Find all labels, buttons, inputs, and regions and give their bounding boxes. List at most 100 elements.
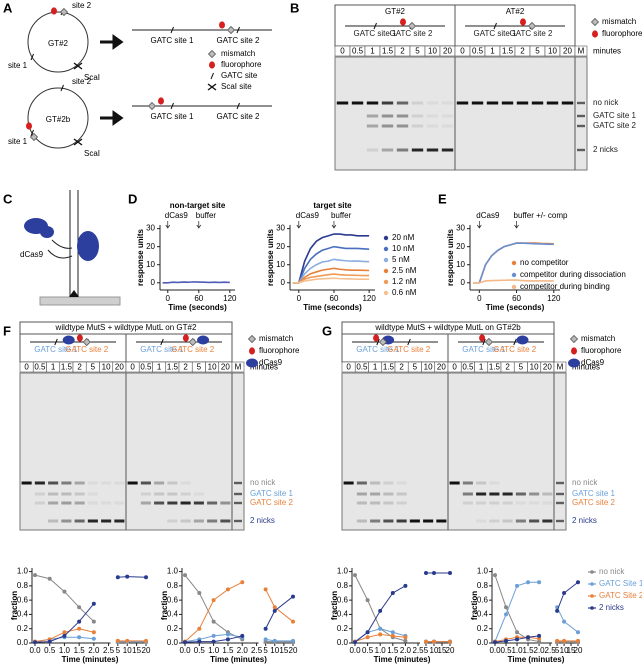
legend-label: 1.2 nM bbox=[392, 277, 417, 286]
gel-band bbox=[411, 148, 424, 152]
site-label: site 1 bbox=[8, 137, 28, 146]
legend-label: fluorophore bbox=[602, 29, 642, 38]
gel-band bbox=[426, 114, 439, 118]
data-point bbox=[125, 638, 130, 643]
legend-label: mismatch bbox=[581, 334, 615, 343]
gel-band bbox=[366, 148, 379, 152]
gel-band bbox=[502, 492, 513, 496]
gel-band bbox=[456, 101, 469, 105]
gel-band bbox=[396, 481, 407, 485]
data-point bbox=[562, 638, 567, 643]
legend-label: dCas9 bbox=[581, 358, 605, 367]
gel-band bbox=[370, 481, 381, 485]
legend-swatch bbox=[590, 606, 594, 610]
unit-label: minutes bbox=[572, 363, 600, 372]
band-label: 2 nicks bbox=[250, 516, 275, 525]
gel-band bbox=[87, 492, 98, 496]
gel-band bbox=[542, 519, 553, 523]
gel-band bbox=[441, 124, 454, 128]
series-line bbox=[292, 258, 370, 284]
gatc-label: GATC site 1 bbox=[474, 29, 518, 38]
legend-label: 5 nM bbox=[392, 255, 410, 264]
y-tick-label: 1.0 bbox=[167, 567, 179, 576]
plasmid-name: GT#2b bbox=[46, 115, 71, 124]
band-label: no nick bbox=[572, 478, 598, 487]
gel-band bbox=[61, 519, 72, 523]
x-tick-label: 1.0 bbox=[59, 646, 71, 655]
data-point bbox=[555, 638, 560, 643]
data-point bbox=[504, 638, 509, 643]
marker-band bbox=[234, 501, 242, 505]
data-point bbox=[526, 635, 531, 640]
x-tick-label: 60 bbox=[330, 294, 339, 303]
gel-band bbox=[396, 148, 409, 152]
y-tick-label: 0.8 bbox=[167, 581, 179, 590]
y-tick-label: 1.0 bbox=[337, 567, 349, 576]
gatc-label: GATC site 1 bbox=[462, 345, 506, 354]
annotation-arrow bbox=[165, 221, 171, 229]
gatc-label: GATC site 1 bbox=[34, 345, 78, 354]
site-label: site 2 bbox=[72, 1, 92, 10]
x-tick-label: 0.5 bbox=[194, 646, 206, 655]
marker-band bbox=[556, 492, 564, 496]
gel-band bbox=[74, 481, 85, 485]
fluorophore bbox=[520, 18, 526, 26]
gel-band bbox=[501, 101, 514, 105]
y-tick-label: 10 bbox=[146, 260, 155, 269]
gatc-label: GATC site 2 bbox=[65, 345, 109, 354]
x-tick-label: 2.0 bbox=[88, 646, 100, 655]
gel-band bbox=[381, 148, 394, 152]
lane-label: 1 bbox=[157, 363, 162, 372]
lane-label: 0.5 bbox=[352, 47, 364, 56]
gatc-tick bbox=[513, 338, 517, 346]
x-tick-label: 20 bbox=[574, 646, 583, 655]
panel-label: G bbox=[322, 323, 332, 338]
lane-label: 0 bbox=[24, 363, 29, 372]
arrow bbox=[100, 34, 124, 50]
dcas9 bbox=[197, 335, 210, 345]
fluorophore bbox=[400, 18, 406, 26]
lane-label: 0 bbox=[460, 47, 465, 56]
y-tick-label: 20 bbox=[276, 242, 285, 251]
x-tick-label: 0.0 bbox=[349, 646, 361, 655]
data-point bbox=[537, 636, 542, 641]
x-tick-label: 0.5 bbox=[362, 646, 374, 655]
gel-band bbox=[167, 481, 178, 485]
gel-band bbox=[220, 501, 231, 505]
gel-band bbox=[489, 492, 500, 496]
gel-band bbox=[476, 481, 487, 485]
gel-band bbox=[396, 124, 409, 128]
plasmid bbox=[27, 11, 89, 73]
data-point bbox=[47, 639, 52, 644]
data-point bbox=[526, 580, 531, 585]
annotation: buffer bbox=[196, 211, 217, 220]
gel-band bbox=[370, 501, 381, 505]
gel-band bbox=[383, 501, 394, 505]
lane-label: 20 bbox=[437, 363, 446, 372]
data-point bbox=[576, 638, 580, 643]
gel-band bbox=[366, 101, 379, 105]
y-tick-label: 20 bbox=[456, 242, 465, 251]
series-line bbox=[265, 596, 294, 629]
series-line bbox=[292, 277, 370, 284]
data-point bbox=[562, 591, 567, 595]
gel-band bbox=[34, 492, 45, 496]
dcas9-bound bbox=[77, 231, 99, 261]
gel-band bbox=[423, 519, 434, 523]
gel-band bbox=[167, 519, 178, 523]
marker-band bbox=[234, 492, 242, 496]
arrow bbox=[51, 239, 73, 249]
y-tick-label: 0 bbox=[151, 278, 156, 287]
y-axis-label: fraction bbox=[470, 591, 479, 620]
series-line bbox=[354, 574, 406, 642]
x-tick-label: 1.0 bbox=[511, 646, 523, 655]
gel-band bbox=[207, 501, 218, 505]
gel-band bbox=[180, 481, 191, 485]
legend-swatch bbox=[383, 279, 389, 285]
gel-band bbox=[140, 501, 151, 505]
data-point bbox=[378, 632, 383, 637]
legend-label: no competitor bbox=[520, 258, 569, 267]
y-tick-label: 0 bbox=[461, 278, 466, 287]
gel-band bbox=[441, 101, 454, 105]
gel-band bbox=[502, 519, 513, 523]
